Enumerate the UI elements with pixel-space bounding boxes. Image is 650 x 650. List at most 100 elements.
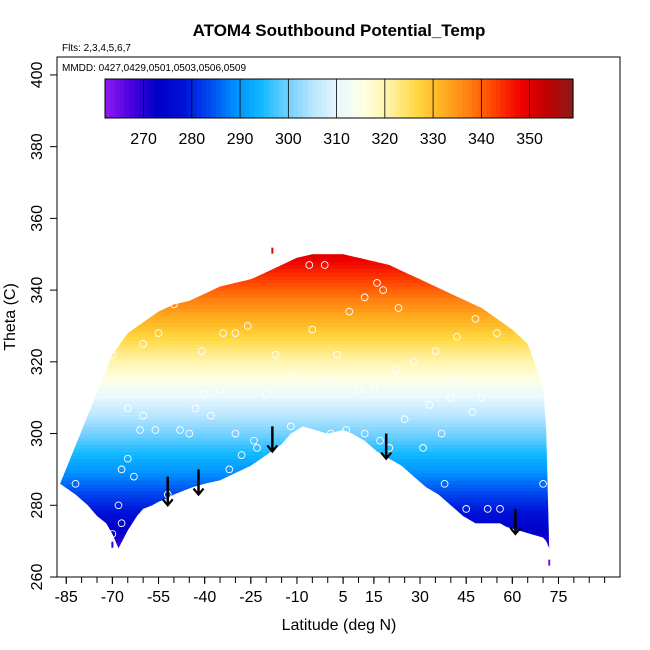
field-band <box>60 347 550 352</box>
field-band <box>60 401 550 406</box>
x-tick-label: -25 <box>239 589 262 606</box>
field-band <box>60 369 550 374</box>
x-tick-label: -55 <box>147 589 170 606</box>
field-band <box>57 548 555 552</box>
field-band <box>60 415 550 420</box>
field-band <box>60 483 550 488</box>
colorbar-step <box>404 79 410 118</box>
field-band <box>60 455 550 460</box>
observation-point <box>206 411 215 420</box>
field-band <box>60 408 550 413</box>
edge-markers <box>111 247 551 566</box>
colorbar-step <box>548 79 555 118</box>
colorbar-step <box>563 79 569 118</box>
observation-point <box>477 393 486 402</box>
observation-point <box>376 436 384 445</box>
observation-point <box>271 350 280 359</box>
colorbar-step <box>389 79 396 118</box>
observation-point <box>446 393 455 402</box>
field-band <box>60 326 550 331</box>
colorbar-tick-label: 320 <box>371 131 398 148</box>
observation-point <box>360 293 369 302</box>
colorbar-step <box>544 79 550 118</box>
colorbar-step <box>515 79 521 118</box>
observation-point <box>354 386 363 395</box>
y-axis: 260 280 300 320 340 360 380 400 <box>29 61 57 590</box>
observation-point <box>191 404 200 413</box>
field-band <box>60 361 550 366</box>
field-band <box>60 516 550 521</box>
observation-point <box>493 329 501 337</box>
colorbar-step <box>568 79 574 118</box>
observation-point <box>123 404 132 413</box>
field-band <box>60 261 550 266</box>
colorbar-tick-label: 300 <box>275 131 302 148</box>
field-band <box>60 426 550 431</box>
field-band <box>60 447 550 453</box>
colorbar-step <box>133 79 140 118</box>
colorbar-step <box>138 79 145 118</box>
observation-point <box>360 429 369 438</box>
observation-point <box>117 519 126 528</box>
field-band <box>60 336 550 341</box>
colorbar-step <box>114 79 120 118</box>
observation-point <box>373 279 381 287</box>
observation-point <box>400 415 409 424</box>
observation-point <box>437 429 446 438</box>
field-band <box>60 254 550 255</box>
observation-point <box>262 390 271 398</box>
observation-point <box>511 322 520 330</box>
colorbar-step <box>288 79 294 118</box>
colorbar-step <box>346 79 352 118</box>
field-band <box>60 530 550 535</box>
field-band <box>60 358 550 363</box>
colorbar-step <box>196 79 203 118</box>
field-band <box>60 519 550 524</box>
colorbar-step <box>225 79 231 118</box>
field-band <box>60 365 550 370</box>
observation-point <box>425 401 434 409</box>
field-band <box>60 265 550 270</box>
colorbar-step <box>539 79 545 118</box>
colorbar-step <box>452 79 458 118</box>
field-band <box>60 354 550 359</box>
colorbar-step <box>409 79 415 118</box>
colorbar: 270 280 290 300 310 320 330 340 350 <box>104 78 574 148</box>
field-band <box>60 430 550 435</box>
field-band <box>60 451 550 456</box>
colorbar-step <box>365 79 371 118</box>
down-arrow-head <box>509 527 522 536</box>
colorbar-step <box>481 79 487 118</box>
colorbar-step <box>273 79 280 118</box>
y-tick-label: 380 <box>29 133 46 160</box>
colorbar-step <box>341 79 347 118</box>
colorbar-step <box>182 79 188 118</box>
observation-point <box>130 472 138 481</box>
colorbar-step <box>312 79 318 118</box>
field-band <box>60 376 550 381</box>
observation-point <box>139 340 147 348</box>
field-band <box>60 386 550 392</box>
y-tick-label: 300 <box>29 420 46 447</box>
x-tick-label: -85 <box>55 589 78 606</box>
colorbar-step <box>505 79 511 118</box>
field-band <box>60 490 550 496</box>
colorbar-step <box>529 79 535 118</box>
field-band <box>60 505 550 510</box>
observation-point <box>200 390 209 398</box>
colorbar-step <box>326 79 333 118</box>
colorbar-step <box>355 79 362 118</box>
field-band <box>60 544 550 549</box>
colorbar-step <box>187 79 193 118</box>
field-band <box>60 444 550 449</box>
field-band <box>60 494 550 499</box>
field-band <box>60 469 550 474</box>
observation-point <box>219 329 227 337</box>
colorbar-tick-label: 350 <box>516 131 543 148</box>
field-band <box>60 343 550 349</box>
observation-point <box>394 304 403 312</box>
down-arrow-head <box>266 444 279 454</box>
colorbar-step <box>167 79 174 118</box>
field-band <box>60 412 550 417</box>
observation-point <box>117 465 126 474</box>
